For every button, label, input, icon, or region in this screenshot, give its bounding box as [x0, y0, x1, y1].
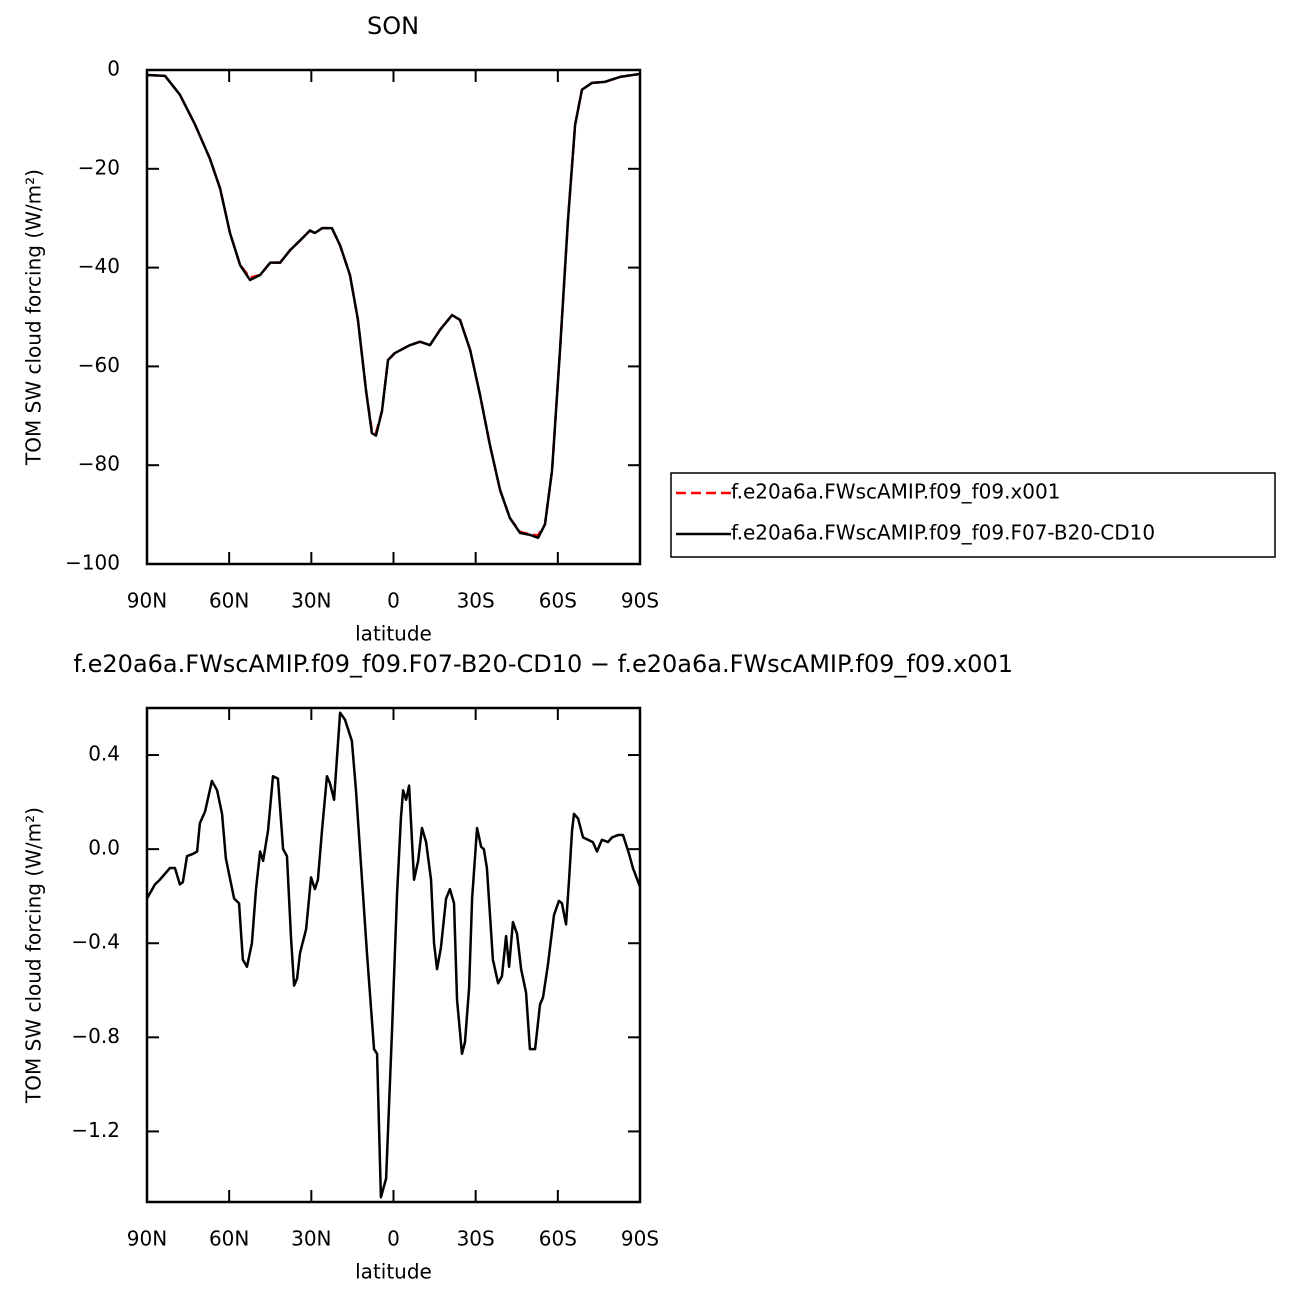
- x-tick-label: 60N: [209, 589, 249, 613]
- y-tick-label: −0.8: [71, 1024, 120, 1048]
- y-axis-label: TOM SW cloud forcing (W/m²): [22, 169, 46, 466]
- y-tick-label: 0.0: [88, 836, 120, 860]
- x-tick-label: 90S: [621, 1227, 659, 1251]
- x-tick-label: 90N: [127, 589, 167, 613]
- y-tick-label: −1.2: [71, 1118, 120, 1142]
- x-tick-label: 30N: [291, 1227, 331, 1251]
- x-tick-label: 30N: [291, 589, 331, 613]
- x-tick-label: 30S: [457, 1227, 495, 1251]
- data-line: [146, 72, 641, 540]
- y-tick-label: −100: [65, 551, 120, 575]
- plot-frame: [145, 68, 642, 566]
- y-axis-label: TOM SW cloud forcing (W/m²): [22, 807, 46, 1104]
- x-tick-label: 0: [387, 1227, 400, 1251]
- data-line: [145, 711, 642, 1199]
- y-tick-label: −80: [78, 452, 120, 476]
- y-tick-label: −40: [78, 254, 120, 278]
- data-line: [146, 72, 641, 537]
- legend-label: f.e20a6a.FWscAMIP.f09_f09.F07-B20-CD10: [731, 521, 1155, 545]
- x-tick-label: 90S: [621, 589, 659, 613]
- legend-box: [670, 472, 1276, 558]
- plot-frame: [145, 706, 642, 1204]
- x-tick-label: 60N: [209, 1227, 249, 1251]
- y-tick-label: 0.4: [88, 742, 120, 766]
- y-tick-label: −0.4: [71, 930, 120, 954]
- x-tick-label: 90N: [127, 1227, 167, 1251]
- x-axis-label: latitude: [355, 622, 432, 646]
- x-tick-label: 30S: [457, 589, 495, 613]
- chart-title: f.e20a6a.FWscAMIP.f09_f09.F07-B20-CD10 −…: [73, 650, 1013, 678]
- y-tick-label: −60: [78, 353, 120, 377]
- x-tick-label: 60S: [539, 1227, 577, 1251]
- legend-label: f.e20a6a.FWscAMIP.f09_f09.x001: [731, 480, 1060, 504]
- x-axis-label: latitude: [355, 1260, 432, 1284]
- x-tick-label: 0: [387, 589, 400, 613]
- y-tick-label: 0: [107, 57, 120, 81]
- y-tick-label: −20: [78, 155, 120, 179]
- x-tick-label: 60S: [539, 589, 577, 613]
- chart-title: SON: [367, 12, 419, 40]
